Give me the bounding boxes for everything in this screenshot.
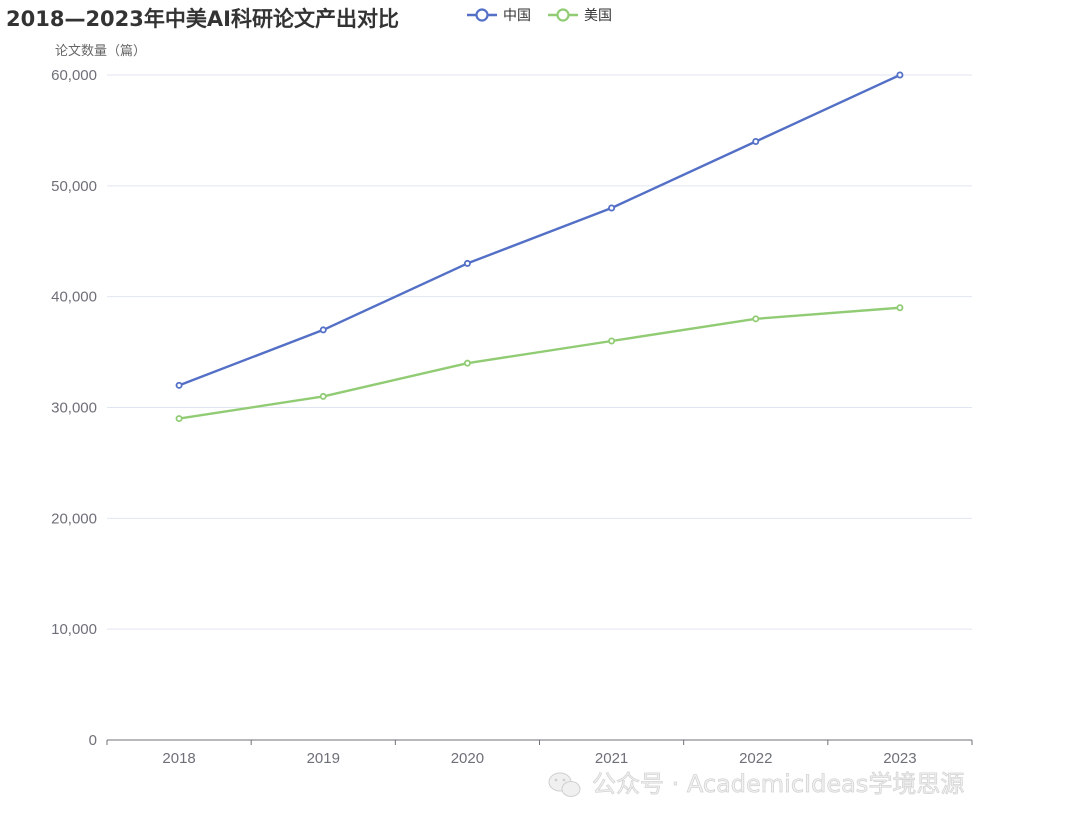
data-point[interactable] [752,315,760,323]
y-tick-label: 0 [89,732,97,749]
series-中国 [175,71,904,389]
data-point[interactable] [175,415,183,423]
legend-label: 美国 [584,8,612,24]
wechat-icon [548,772,581,797]
x-tick-label: 2019 [307,750,340,767]
x-tick-label: 2018 [162,750,195,767]
y-tick-label: 60,000 [51,67,97,84]
data-point[interactable] [752,137,760,145]
series-美国 [175,304,904,423]
legend-marker [475,8,489,22]
y-axis: 0 10,000 20,000 30,000 40,000 50,000 60,000 [51,67,97,749]
watermark: 公众号 · AcademicIdeas学境思源 [548,770,965,798]
y-tick-label: 30,000 [51,400,97,417]
data-point[interactable] [896,71,904,79]
data-point[interactable] [463,359,471,367]
series-line [178,73,901,387]
legend: 中国 美国 [467,8,612,24]
data-point[interactable] [175,381,183,389]
y-axis-title: 论文数量（篇） [55,44,146,59]
legend-item[interactable]: 美国 [548,8,612,24]
data-point[interactable] [608,337,616,345]
data-point[interactable] [463,259,471,267]
series-layer [175,71,904,423]
data-point[interactable] [319,326,327,334]
y-tick-label: 20,000 [51,510,97,527]
x-tick-label: 2021 [595,750,628,767]
x-tick-label: 2023 [883,750,916,767]
data-point[interactable] [608,204,616,212]
legend-label: 中国 [503,8,531,24]
y-tick-label: 40,000 [51,289,97,306]
data-point[interactable] [319,392,327,400]
legend-item[interactable]: 中国 [467,8,531,24]
y-tick-label: 10,000 [51,621,97,638]
x-axis: 2018 2019 2020 2021 2022 2023 [106,739,973,767]
chart-title: 2018—2023年中美AI科研论文产出对比 [6,7,399,31]
x-tick-label: 2022 [739,750,772,767]
series-line [178,306,901,420]
watermark-text: 公众号 · AcademicIdeas学境思源 [592,770,964,798]
data-point[interactable] [896,304,904,312]
y-tick-label: 50,000 [51,178,97,195]
x-tick-label: 2020 [451,750,484,767]
legend-marker [556,8,570,22]
